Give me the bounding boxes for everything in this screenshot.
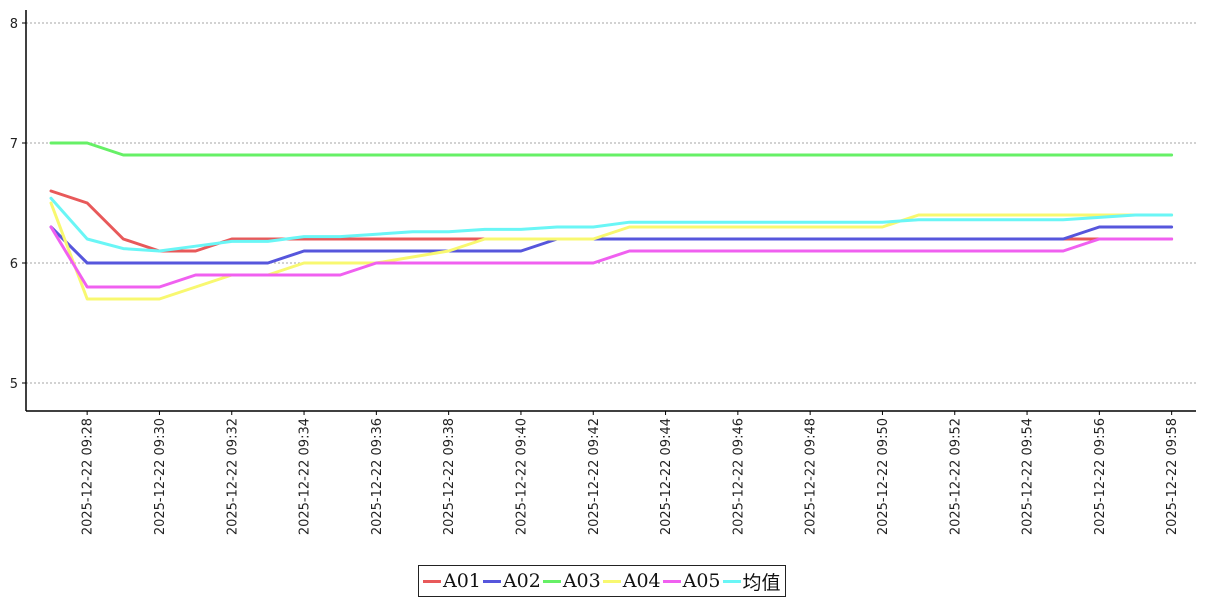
legend-item: A01	[423, 570, 481, 592]
x-tick-label: 2025-12-22 09:36	[370, 418, 385, 535]
x-axis-ticks: 2025-12-22 09:28 2025-12-22 09:30 2025-12-…	[81, 411, 1180, 535]
legend-label: A04	[622, 570, 661, 592]
x-tick-label: 2025-12-22 09:30	[153, 418, 168, 535]
x-tick-label: 2025-12-22 09:58	[1165, 418, 1180, 535]
x-tick-label: 2025-12-22 09:40	[514, 418, 529, 535]
legend-swatch	[542, 579, 561, 583]
legend-label: A02	[502, 570, 541, 592]
legend-label: A05	[682, 570, 721, 592]
legend-swatch	[482, 579, 501, 583]
legend-item: A02	[482, 570, 541, 592]
legend-item: 均值	[722, 568, 781, 595]
x-tick-label: 2025-12-22 09:52	[948, 418, 963, 535]
series-line-A02	[49, 225, 1174, 265]
x-tick-label: 2025-12-22 09:34	[298, 418, 313, 535]
legend-swatch	[662, 579, 681, 583]
x-tick-label: 2025-12-22 09:46	[731, 418, 746, 535]
x-tick-label: 2025-12-22 09:38	[442, 418, 457, 535]
x-tick-label: 2025-12-22 09:44	[659, 418, 674, 535]
x-tick-label: 2025-12-22 09:32	[225, 418, 240, 535]
x-tick-label: 2025-12-22 09:42	[587, 418, 602, 535]
legend-swatch	[722, 579, 741, 583]
y-axis-ticks: 5 6 7 8	[10, 17, 26, 392]
legend-label: A03	[562, 570, 601, 592]
legend: A01 A02 A03 A04 A05 均值	[418, 565, 786, 597]
y-tick-label: 6	[10, 257, 18, 272]
x-tick-label: 2025-12-22 09:54	[1021, 418, 1036, 535]
y-tick-label: 7	[10, 137, 18, 152]
x-tick-label: 2025-12-22 09:56	[1093, 418, 1108, 535]
legend-label: 均值	[742, 571, 781, 594]
legend-item: A04	[602, 570, 661, 592]
grid-lines	[26, 22, 1196, 384]
y-tick-label: 8	[10, 17, 18, 32]
legend-swatch	[602, 579, 621, 583]
y-tick-label: 5	[10, 377, 18, 392]
series-line-A05	[49, 225, 1174, 289]
x-tick-label: 2025-12-22 09:48	[804, 418, 819, 535]
axes	[25, 10, 1196, 412]
series-line-均值	[49, 196, 1174, 253]
x-tick-label: 2025-12-22 09:28	[81, 418, 96, 535]
legend-label: A01	[443, 570, 481, 592]
x-tick-label: 2025-12-22 09:50	[876, 418, 891, 535]
legend-swatch	[423, 579, 441, 583]
series-lines	[49, 141, 1174, 301]
legend-item: A05	[662, 570, 721, 592]
series-line-A03	[49, 141, 1174, 157]
legend-item: A03	[542, 570, 601, 592]
